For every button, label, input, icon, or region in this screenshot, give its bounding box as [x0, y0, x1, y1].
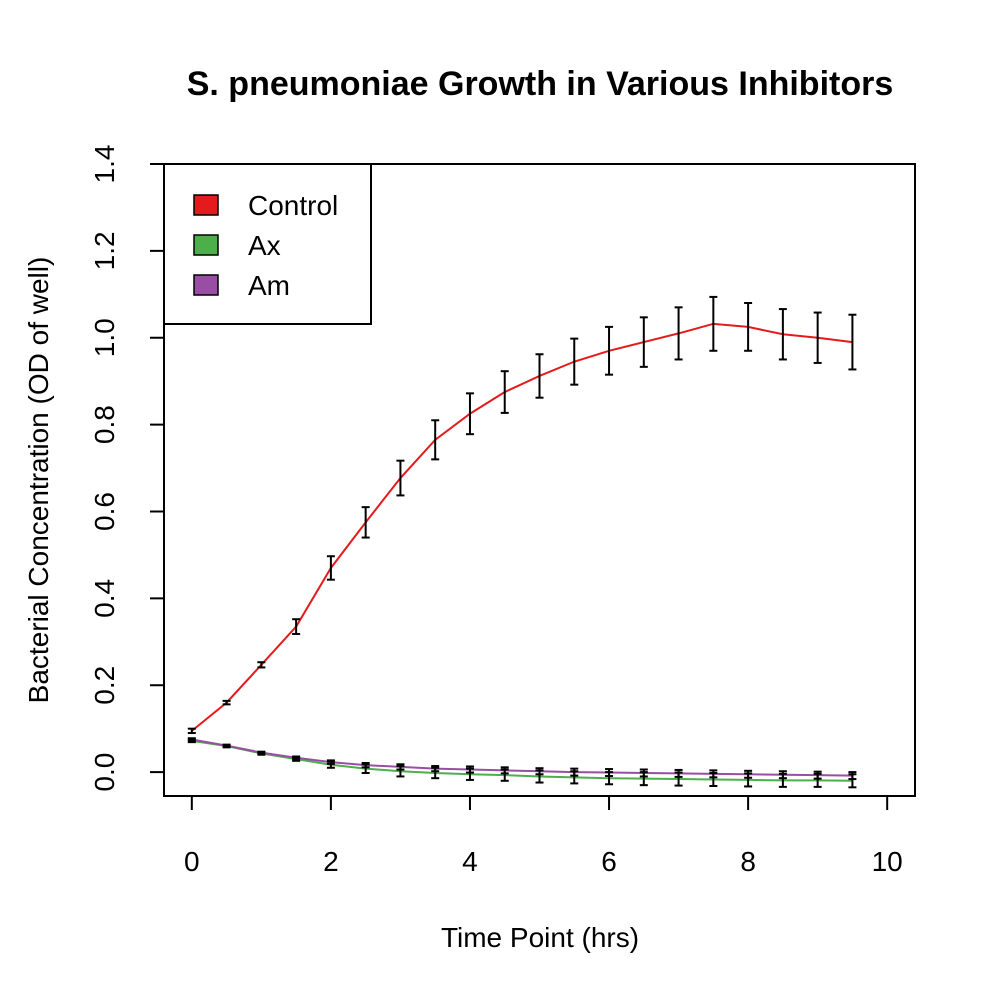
- legend-label-am: Am: [248, 270, 290, 301]
- y-axis: 0.0 0.2 0.4 0.6 0.8 1.0 1.2 1.4: [89, 145, 165, 792]
- error-bar-control: [222, 699, 231, 706]
- x-tick-label: 2: [323, 846, 339, 877]
- x-tick-label: 10: [872, 846, 903, 877]
- chart-title: S. pneumoniae Growth in Various Inhibito…: [187, 65, 894, 103]
- error-bar-control: [709, 295, 718, 352]
- error-bar-control: [431, 419, 440, 461]
- legend-label-control: Control: [248, 190, 338, 221]
- series-line-ax: [191, 739, 853, 782]
- x-tick-label: 6: [601, 846, 617, 877]
- error-bars: [187, 295, 857, 789]
- error-bar-control: [639, 316, 648, 368]
- legend-swatch-ax: [193, 234, 219, 256]
- y-axis-label: Bacterial Concentration (OD of well): [23, 257, 54, 704]
- error-bar-am: [431, 765, 440, 773]
- series-line-control: [191, 322, 853, 732]
- error-bar-am: [326, 759, 335, 765]
- error-bar-am: [187, 737, 196, 742]
- error-bar-am: [361, 761, 370, 769]
- error-bar-control: [361, 506, 370, 539]
- x-tick-label: 4: [462, 846, 478, 877]
- error-bar-control: [257, 661, 266, 669]
- error-bar-control: [744, 301, 753, 352]
- x-tick-label: 8: [740, 846, 756, 877]
- error-bar-am: [292, 755, 301, 761]
- error-bar-control: [848, 313, 857, 371]
- y-tick-label: 0.0: [89, 753, 120, 792]
- error-bar-control: [465, 392, 474, 436]
- error-bar-am: [570, 767, 579, 777]
- error-bar-am: [222, 743, 231, 748]
- y-tick-label: 0.2: [89, 666, 120, 705]
- x-tick-label: 0: [184, 846, 200, 877]
- error-bar-am: [778, 770, 787, 780]
- x-axis-label: Time Point (hrs): [441, 922, 639, 953]
- error-bar-am: [396, 763, 405, 771]
- legend: Control Ax Am: [163, 163, 372, 325]
- error-bar-am: [257, 750, 266, 755]
- error-bar-am: [709, 769, 718, 779]
- series-layer: [191, 322, 853, 782]
- error-bar-am: [500, 766, 509, 775]
- error-bar-control: [535, 353, 544, 399]
- error-bar-control: [674, 306, 683, 361]
- error-bar-control: [500, 370, 509, 414]
- error-bar-am: [535, 767, 544, 776]
- error-bar-control: [326, 555, 335, 581]
- y-tick-label: 1.4: [89, 145, 120, 184]
- error-bar-control: [187, 727, 196, 735]
- error-bar-am: [848, 771, 857, 781]
- y-tick-label: 0.6: [89, 492, 120, 531]
- y-tick-label: 1.0: [89, 318, 120, 357]
- legend-label-ax: Ax: [248, 230, 281, 261]
- error-bar-control: [570, 337, 579, 386]
- error-bar-am: [674, 768, 683, 778]
- legend-swatch-control: [193, 194, 219, 216]
- error-bar-am: [465, 765, 474, 774]
- error-bar-control: [813, 311, 822, 364]
- error-bar-control: [778, 308, 787, 361]
- error-bar-control: [396, 459, 405, 497]
- legend-swatch-am: [193, 274, 219, 296]
- error-bar-am: [639, 768, 648, 778]
- error-bar-control: [292, 618, 301, 635]
- y-tick-label: 1.2: [89, 231, 120, 270]
- error-bar-am: [744, 769, 753, 779]
- y-tick-label: 0.8: [89, 405, 120, 444]
- y-tick-label: 0.4: [89, 579, 120, 618]
- series-line-am: [191, 738, 853, 777]
- error-bar-am: [813, 770, 822, 780]
- error-bar-am: [605, 768, 614, 778]
- error-bar-control: [605, 325, 614, 376]
- x-axis: 0 2 4 6 8 10: [184, 795, 903, 877]
